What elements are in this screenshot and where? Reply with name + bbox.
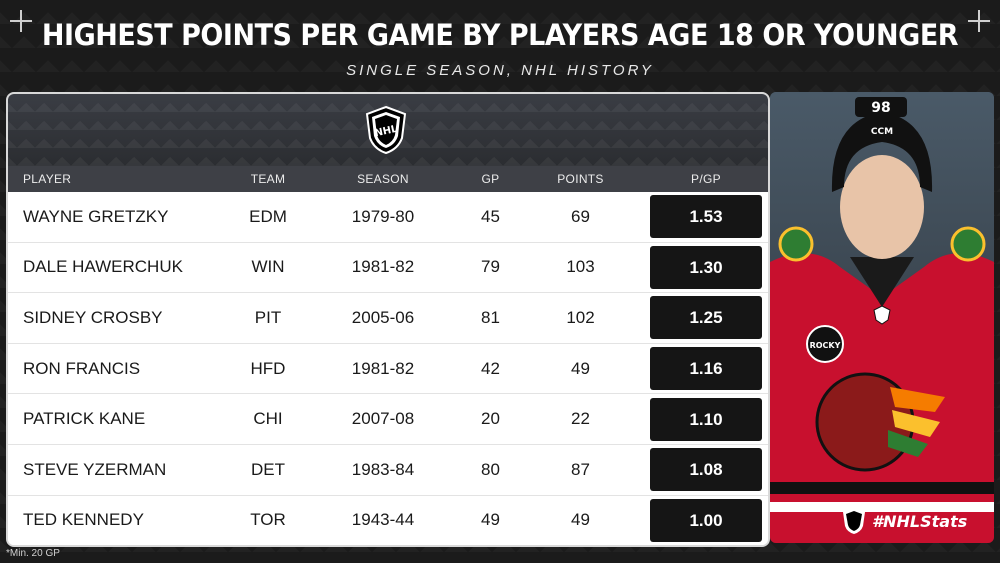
cell-points: 69 <box>571 206 590 226</box>
cell-gp: 79 <box>481 257 500 277</box>
cell-gp: 42 <box>481 358 500 378</box>
cell-season: 2005-06 <box>351 307 415 327</box>
memorial-patch <box>806 325 844 363</box>
table-row: WAYNE GRETZKY EDM 1979-80 45 69 1.53 <box>8 192 768 243</box>
cell-ppg: 1.30 <box>650 245 762 289</box>
cell-ppg: 1.25 <box>650 296 762 340</box>
cell-team: HFD <box>250 358 286 378</box>
cell-season: 1983-84 <box>351 459 415 479</box>
cell-player: TED KENNEDY <box>23 510 144 530</box>
page-title: HIGHEST POINTS PER GAME BY PLAYERS AGE 1… <box>41 18 959 52</box>
cell-team: CHI <box>253 409 283 429</box>
header-points: POINTS <box>557 172 604 186</box>
header-player: PLAYER <box>23 172 72 186</box>
cell-team: DET <box>251 459 285 479</box>
cell-player: PATRICK KANE <box>23 409 146 429</box>
cell-season: 2007-08 <box>351 409 415 429</box>
cell-ppg: 1.08 <box>650 448 762 492</box>
cell-player: DALE HAWERCHUK <box>23 257 183 277</box>
table-row: STEVE YZERMAN DET 1983-84 80 87 1.08 <box>8 444 768 496</box>
table-column-headers: PLAYER TEAM SEASON GP POINTS P/GP <box>8 166 768 192</box>
stats-table: NHL PLAYER TEAM SEASON GP POINTS P/GP WA… <box>6 92 770 547</box>
cell-gp: 80 <box>481 459 500 479</box>
table-row: PATRICK KANE CHI 2007-08 20 22 1.10 <box>8 394 768 445</box>
cell-season: 1979-80 <box>351 206 415 226</box>
crosshair-icon <box>10 10 32 32</box>
cell-ppg: 1.10 <box>650 397 762 441</box>
patch-text: ROCKY <box>810 341 841 350</box>
cell-points: 102 <box>566 307 595 327</box>
hashtag-text: #NHLStats <box>872 511 968 531</box>
cell-team: TOR <box>250 510 286 530</box>
cell-season: 1981-82 <box>351 358 415 378</box>
crosshair-icon <box>968 10 990 32</box>
cell-ppg: 1.16 <box>650 347 762 391</box>
nhl-shield-icon <box>843 508 865 534</box>
nhl-logo-text: NHL <box>374 124 400 140</box>
page-subtitle: SINGLE SEASON, NHL HISTORY <box>346 62 654 79</box>
cell-player: WAYNE GRETZKY <box>23 206 169 226</box>
player-photo: 98 CCM ROCKY <box>770 92 994 543</box>
cell-season: 1943-44 <box>351 510 415 530</box>
cell-points: 49 <box>571 510 590 530</box>
cell-ppg: 1.00 <box>650 498 762 542</box>
header-gp: GP <box>481 172 500 186</box>
cell-gp: 45 <box>481 206 500 226</box>
table-row: RON FRANCIS HFD 1981-82 42 49 1.16 <box>8 343 768 395</box>
face-shape <box>840 155 924 259</box>
header-season: SEASON <box>357 172 409 186</box>
nhl-shield-icon: NHL <box>365 106 407 154</box>
cell-gp: 20 <box>481 409 500 429</box>
shoulder-crest-icon <box>778 226 814 262</box>
cell-ppg: 1.53 <box>650 195 762 239</box>
helmet-brand: CCM <box>871 127 893 137</box>
player-illustration: 98 CCM ROCKY <box>770 92 994 543</box>
cell-gp: 81 <box>481 307 500 327</box>
cell-player: STEVE YZERMAN <box>23 459 167 479</box>
cell-team: PIT <box>254 307 282 327</box>
cell-team: WIN <box>251 257 285 277</box>
cell-team: EDM <box>249 206 287 226</box>
table-row: DALE HAWERCHUK WIN 1981-82 79 103 1.30 <box>8 242 768 294</box>
helmet-shape <box>831 112 933 192</box>
cell-gp: 49 <box>481 510 500 530</box>
header-team: TEAM <box>250 172 286 186</box>
table-row: SIDNEY CROSBY PIT 2005-06 81 102 1.25 <box>8 293 768 344</box>
header-ppg: P/GP <box>691 172 721 186</box>
table-header-band: NHL <box>8 94 768 166</box>
cell-points: 22 <box>571 409 590 429</box>
footnote: *Min. 20 GP <box>6 548 60 559</box>
hashtag-badge: #NHLStats <box>842 503 992 539</box>
shoulder-crest-icon <box>950 226 986 262</box>
cell-player: SIDNEY CROSBY <box>23 307 163 327</box>
cell-points: 87 <box>571 459 590 479</box>
helmet-number: 98 <box>871 100 890 116</box>
cell-player: RON FRANCIS <box>23 358 141 378</box>
cell-points: 103 <box>566 257 595 277</box>
cell-points: 49 <box>571 358 590 378</box>
cell-season: 1981-82 <box>351 257 415 277</box>
table-row: TED KENNEDY TOR 1943-44 49 49 1.00 <box>8 495 768 545</box>
